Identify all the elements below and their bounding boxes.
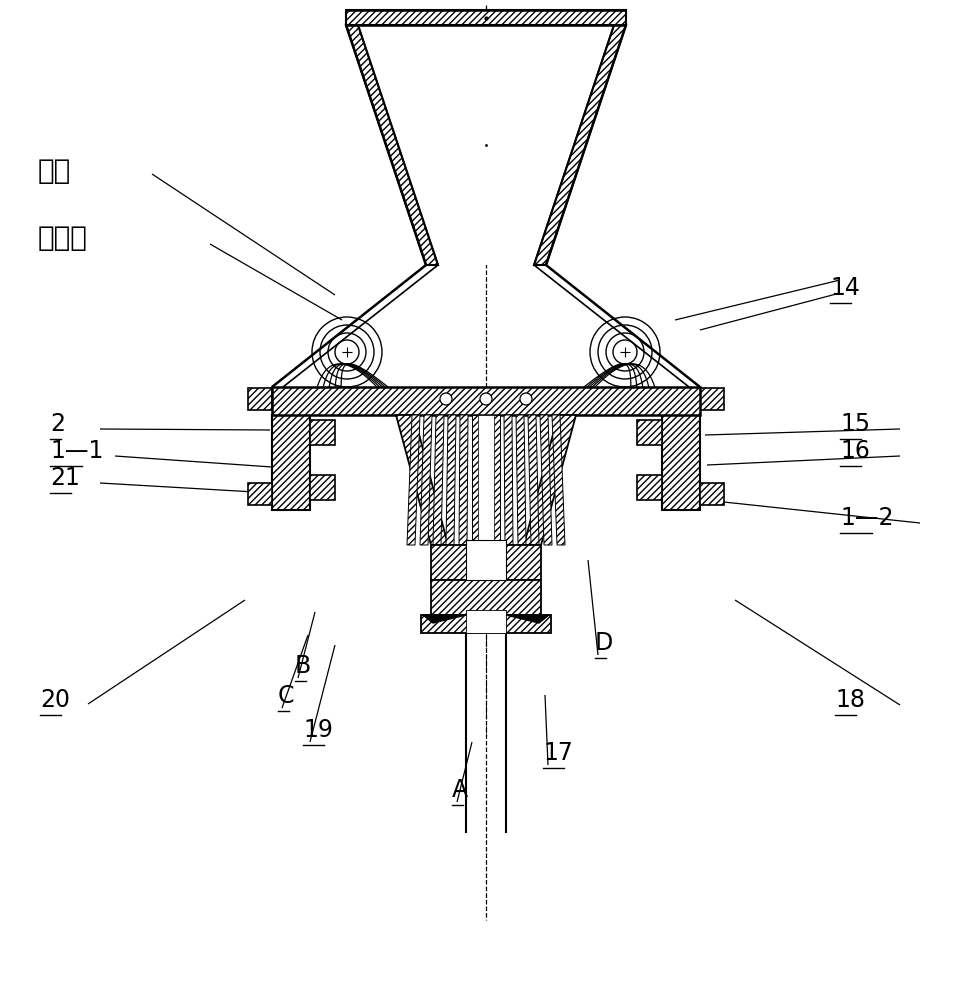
Text: 18: 18 (835, 688, 865, 712)
Bar (466, 610, 506, 633)
Bar (310, 420, 335, 445)
Bar (310, 475, 335, 500)
Bar (662, 415, 700, 510)
Polygon shape (552, 415, 565, 545)
Bar (346, 10, 626, 25)
Polygon shape (346, 25, 438, 265)
Text: 17: 17 (543, 741, 573, 765)
Polygon shape (423, 615, 466, 623)
Bar (310, 475, 335, 500)
Text: 2: 2 (50, 412, 65, 436)
Bar (466, 540, 506, 580)
Text: 1—1: 1—1 (50, 439, 103, 463)
Bar (272, 387, 700, 415)
Bar (272, 415, 310, 510)
Bar (248, 483, 272, 505)
Text: C: C (278, 684, 295, 708)
Bar (431, 580, 541, 615)
Text: A: A (452, 778, 469, 802)
Text: D: D (595, 631, 613, 655)
Polygon shape (492, 415, 500, 545)
Text: 15: 15 (840, 412, 870, 436)
Polygon shape (506, 615, 549, 623)
Bar (431, 580, 541, 615)
Polygon shape (524, 415, 576, 545)
Polygon shape (396, 415, 448, 545)
Polygon shape (472, 415, 480, 545)
Bar (431, 545, 541, 580)
Polygon shape (420, 415, 432, 545)
Bar (637, 420, 662, 445)
Bar (478, 415, 494, 545)
Bar (700, 483, 724, 505)
Text: 凸台段: 凸台段 (38, 224, 87, 252)
Bar (248, 483, 272, 505)
Circle shape (520, 393, 532, 405)
Text: 噴孔: 噴孔 (38, 157, 71, 185)
Polygon shape (433, 415, 444, 545)
Bar (700, 483, 724, 505)
Text: 21: 21 (50, 466, 80, 490)
Text: 16: 16 (840, 439, 870, 463)
Bar (248, 388, 272, 410)
Polygon shape (407, 415, 420, 545)
Polygon shape (358, 10, 614, 265)
Polygon shape (459, 415, 468, 545)
Bar (421, 615, 551, 633)
Bar (637, 420, 662, 445)
Polygon shape (528, 415, 539, 545)
Bar (700, 388, 724, 410)
Bar (272, 415, 310, 510)
Bar (248, 388, 272, 410)
Polygon shape (516, 415, 526, 545)
Text: 20: 20 (40, 688, 70, 712)
Bar (310, 420, 335, 445)
Bar (637, 475, 662, 500)
Text: 14: 14 (830, 276, 860, 300)
Bar (346, 10, 626, 25)
Bar (637, 475, 662, 500)
Text: B: B (295, 654, 311, 678)
Bar (421, 615, 551, 633)
Polygon shape (504, 415, 513, 545)
Polygon shape (446, 415, 456, 545)
Polygon shape (540, 415, 552, 545)
Circle shape (480, 393, 492, 405)
Bar (272, 387, 700, 415)
Bar (662, 415, 700, 510)
Polygon shape (534, 25, 626, 265)
Bar (431, 545, 541, 580)
Text: 1—2: 1—2 (840, 506, 893, 530)
Text: 19: 19 (303, 718, 332, 742)
Circle shape (440, 393, 452, 405)
Bar (700, 388, 724, 410)
